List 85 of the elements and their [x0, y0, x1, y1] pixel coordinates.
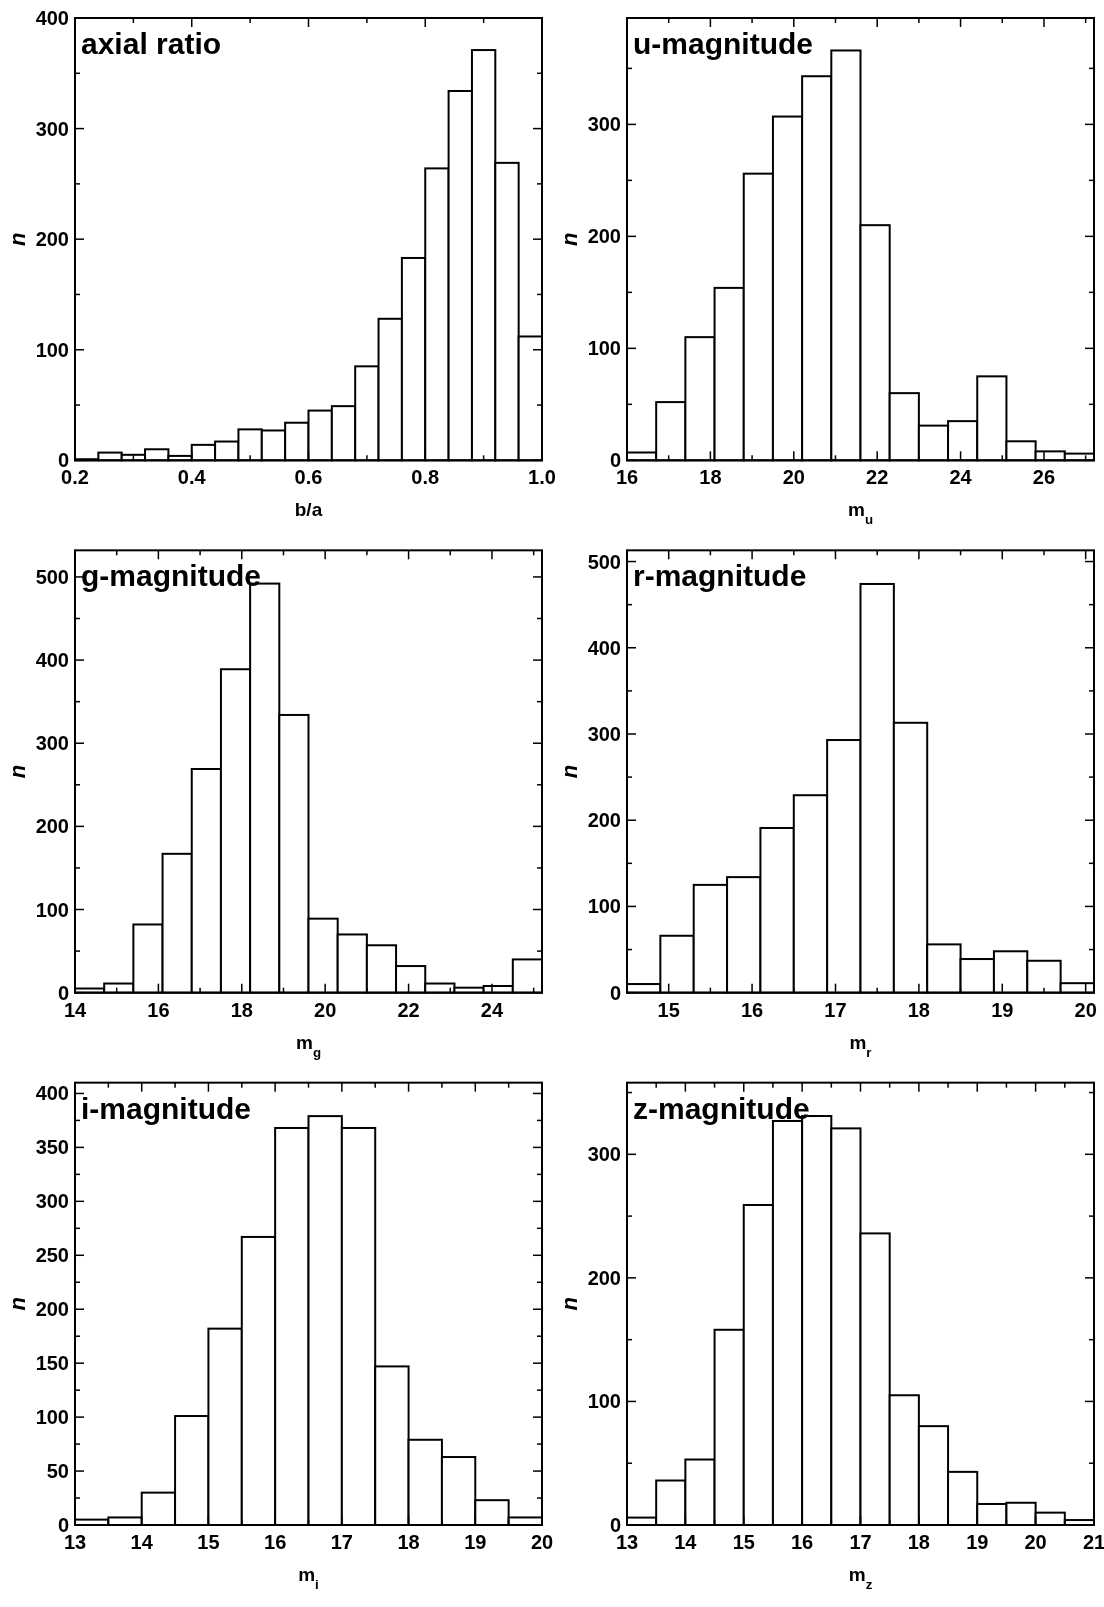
x-tick-label: 16 — [740, 998, 764, 1021]
x-tick-label: 16 — [264, 1531, 287, 1553]
x-axis-title: m$_{z}$ — [848, 1564, 873, 1592]
x-tick-label: 19 — [966, 1531, 989, 1553]
chart-title: g-magnitude — [81, 559, 261, 593]
x-tick-label: 24 — [480, 998, 504, 1021]
x-tick-label: 24 — [949, 466, 973, 489]
x-tick-label: 18 — [907, 1531, 930, 1553]
y-tick-label: 500 — [35, 565, 69, 588]
x-tick-label: 16 — [615, 466, 639, 489]
x-tick-label: 19 — [991, 998, 1014, 1021]
y-tick-label: 100 — [35, 898, 69, 921]
x-tick-label: 1.0 — [528, 466, 556, 489]
y-axis-title: n — [5, 1297, 30, 1311]
x-tick-label: 20 — [1024, 1531, 1047, 1553]
x-tick-label: 0.8 — [411, 466, 440, 489]
y-axis-title: n — [557, 764, 582, 779]
y-tick-label: 200 — [35, 228, 69, 251]
x-tick-label: 20 — [530, 1531, 554, 1553]
x-tick-label: 22 — [397, 998, 420, 1021]
y-tick-label: 200 — [35, 1298, 69, 1321]
x-tick-label: 15 — [732, 1531, 755, 1553]
x-tick-label: 0.6 — [294, 466, 323, 489]
x-tick-label: 17 — [849, 1531, 872, 1553]
x-tick-label: 22 — [866, 466, 889, 489]
chart-title: i-magnitude — [81, 1091, 251, 1125]
y-axis-title: n — [5, 232, 30, 246]
x-tick-label: 0.4 — [177, 466, 207, 489]
x-tick-label: 18 — [230, 998, 253, 1021]
y-tick-label: 200 — [587, 225, 621, 248]
chart-title: z-magnitude — [633, 1091, 810, 1125]
y-axis-title: n — [557, 232, 582, 246]
y-axis-title: n — [557, 1297, 582, 1311]
chart-title: u-magnitude — [633, 27, 813, 60]
x-tick-label: 15 — [197, 1531, 220, 1553]
y-tick-label: 400 — [35, 649, 69, 672]
chart-title: axial ratio — [81, 27, 222, 60]
x-tick-label: 16 — [791, 1531, 814, 1553]
x-axis-title: m$_{i}$ — [298, 1564, 319, 1592]
x-tick-label: 17 — [824, 998, 847, 1021]
y-tick-label: 300 — [35, 117, 69, 140]
y-tick-label: 100 — [35, 338, 69, 361]
y-tick-label: 250 — [35, 1244, 69, 1267]
x-tick-label: 26 — [1032, 466, 1056, 489]
x-tick-label: 17 — [330, 1531, 353, 1553]
y-tick-label: 0 — [57, 981, 69, 1004]
y-tick-label: 150 — [35, 1352, 69, 1375]
x-tick-label: 14 — [674, 1531, 698, 1553]
y-tick-label: 350 — [35, 1136, 69, 1159]
x-tick-label: 0.2 — [61, 466, 89, 489]
x-axis-title: m$_{g}$ — [295, 1031, 322, 1060]
y-tick-label: 100 — [587, 895, 621, 918]
x-tick-label: 20 — [782, 466, 805, 489]
x-tick-label: 18 — [699, 466, 722, 489]
y-tick-label: 300 — [35, 1190, 69, 1213]
x-axis-title: m$_{r}$ — [849, 1031, 872, 1060]
x-tick-label: 21 — [1082, 1531, 1104, 1553]
y-tick-label: 0 — [609, 981, 621, 1004]
chart-title: r-magnitude — [633, 559, 807, 593]
y-tick-label: 300 — [587, 113, 621, 136]
y-tick-label: 200 — [35, 815, 69, 838]
x-tick-label: 14 — [130, 1531, 154, 1553]
x-tick-label: 18 — [397, 1531, 420, 1553]
y-tick-label: 300 — [587, 1143, 621, 1166]
y-tick-label: 100 — [35, 1406, 69, 1429]
y-tick-label: 400 — [35, 7, 69, 29]
y-tick-label: 200 — [587, 1266, 621, 1289]
x-tick-label: 18 — [907, 998, 930, 1021]
y-tick-label: 100 — [587, 1390, 621, 1413]
x-tick-label: 16 — [147, 998, 170, 1021]
y-tick-label: 300 — [35, 732, 69, 755]
x-tick-label: 15 — [657, 998, 680, 1021]
y-tick-label: 50 — [46, 1460, 69, 1483]
x-tick-label: 20 — [314, 998, 337, 1021]
x-tick-label: 20 — [1074, 998, 1097, 1021]
y-tick-label: 500 — [587, 550, 621, 573]
y-tick-label: 400 — [35, 1082, 69, 1105]
x-tick-label: 19 — [464, 1531, 487, 1553]
y-tick-label: 200 — [587, 809, 621, 832]
x-axis-title: b/a — [294, 499, 323, 521]
y-tick-label: 300 — [587, 722, 621, 745]
y-tick-label: 400 — [587, 636, 621, 659]
x-axis-title: m$_{u}$ — [847, 499, 874, 527]
y-tick-label: 100 — [587, 337, 621, 360]
y-axis-title: n — [5, 764, 30, 779]
